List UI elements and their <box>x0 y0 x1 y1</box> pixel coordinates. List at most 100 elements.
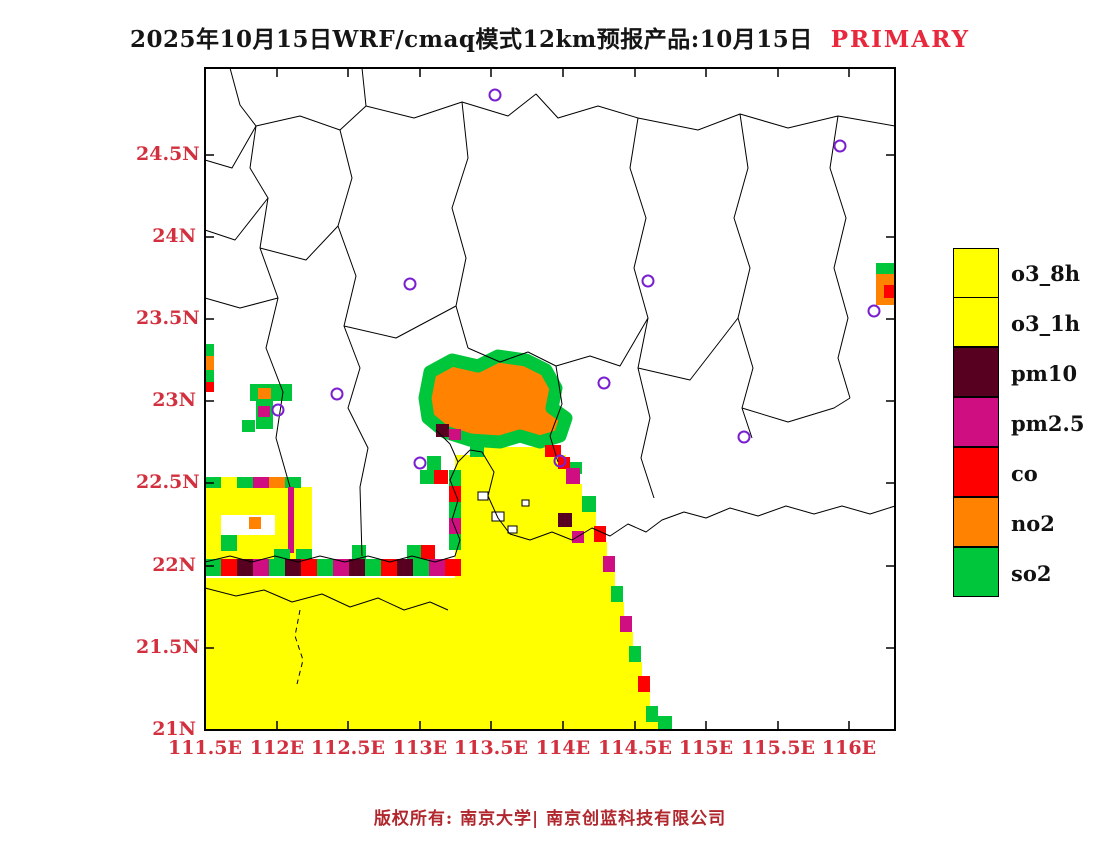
county-boundary <box>451 101 469 349</box>
island <box>521 499 530 507</box>
grid-cell <box>620 616 632 632</box>
grid-cell <box>221 477 237 488</box>
county-boundary <box>337 129 369 557</box>
legend-swatch <box>953 297 999 348</box>
station-marker <box>413 456 427 470</box>
legend-item: o3_8h <box>953 248 1084 298</box>
grid-cell <box>582 496 596 512</box>
legend-label: so2 <box>1011 560 1052 586</box>
county-boundary <box>259 225 339 261</box>
county-boundary <box>204 449 471 563</box>
grid-cell <box>449 486 461 502</box>
grid-cell <box>269 477 285 488</box>
grid-cell <box>205 356 214 370</box>
lon-tick-label: 113E <box>392 737 448 759</box>
grid-cell <box>205 382 214 392</box>
station-marker <box>488 88 502 102</box>
legend-swatch <box>953 347 999 398</box>
legend-label: o3_8h <box>1011 260 1080 286</box>
county-boundary <box>469 449 896 541</box>
station-marker <box>867 304 881 318</box>
lat-tick-label: 24.5N <box>136 143 200 165</box>
legend-item: co <box>953 447 1084 498</box>
legend-item: no2 <box>953 497 1084 548</box>
grid-cell <box>397 559 413 576</box>
legend-swatch <box>953 497 999 548</box>
grid-cell <box>205 344 214 356</box>
grid-cell <box>253 477 269 488</box>
grid-cell <box>237 559 253 576</box>
grid-cell <box>876 263 895 274</box>
legend-item: pm10 <box>953 347 1084 398</box>
county-boundary <box>741 397 851 423</box>
grid-cell <box>249 517 261 529</box>
grid-cell <box>421 545 435 559</box>
grid-cell <box>429 559 445 576</box>
grid-cell <box>658 716 672 730</box>
grid-cell <box>594 526 606 542</box>
station-marker <box>641 274 655 288</box>
county-boundary <box>204 125 257 169</box>
grid-cell <box>258 388 271 399</box>
lon-tick-label: 113.5E <box>454 737 528 759</box>
grid-cell <box>603 556 615 572</box>
grid-cell <box>242 420 255 432</box>
grid-cell <box>221 515 275 535</box>
legend-item: o3_1h <box>953 297 1084 348</box>
grid-cell <box>449 470 461 486</box>
county-boundary <box>343 305 457 339</box>
county-boundary <box>637 317 739 381</box>
island <box>507 525 518 534</box>
lat-tick-label: 21N <box>152 718 196 740</box>
grid-cell <box>884 285 895 298</box>
grid-cell <box>269 559 285 576</box>
lon-tick-label: 112.5E <box>311 737 385 759</box>
grid-cell <box>566 468 580 484</box>
grid-cell <box>381 559 397 576</box>
grid-cell <box>434 470 448 484</box>
station-marker <box>403 277 417 291</box>
grid-cell <box>638 676 650 692</box>
island <box>491 511 505 522</box>
lon-tick-label: 115E <box>678 737 734 759</box>
grid-cell <box>427 456 441 470</box>
title-primary-tag: PRIMARY <box>830 26 971 53</box>
legend-swatch <box>953 397 999 448</box>
grid-cell <box>629 646 641 662</box>
lon-tick-label: 115.5E <box>741 737 815 759</box>
grid-cell <box>301 559 317 576</box>
legend-label: no2 <box>1011 510 1055 536</box>
grid-cell <box>285 477 301 488</box>
grid-cell <box>317 559 333 576</box>
lon-tick-label: 111.5E <box>168 737 242 759</box>
grid-cell <box>420 470 434 484</box>
lat-tick-label: 21.5N <box>136 636 200 658</box>
legend-label: pm2.5 <box>1011 410 1085 436</box>
map-frame <box>204 67 896 731</box>
lon-tick-label: 112E <box>249 737 305 759</box>
grid-cell <box>285 559 301 576</box>
legend-label: o3_1h <box>1011 310 1080 336</box>
grid-cell <box>449 518 461 534</box>
copyright-footer: 版权所有: 南京大学| 南京创蓝科技有限公司 <box>373 809 727 829</box>
county-boundary <box>549 365 563 463</box>
legend-item: pm2.5 <box>953 397 1085 448</box>
station-marker <box>271 403 285 417</box>
legend-swatch <box>953 447 999 498</box>
county-boundary <box>204 587 449 611</box>
grid-cell <box>365 559 381 576</box>
station-marker <box>833 139 847 153</box>
title-main: 2025年10月15日WRF/cmaq模式12km预报产品:10月15日 <box>129 26 813 53</box>
grid-cell <box>611 586 623 602</box>
legend-swatch <box>953 547 999 598</box>
o3-sea-region <box>205 447 658 730</box>
grid-cell <box>449 429 461 440</box>
grid-cell <box>572 531 584 543</box>
county-boundary <box>829 115 851 399</box>
lon-tick-label: 114.5E <box>598 737 672 759</box>
grid-cell <box>258 406 270 417</box>
grid-cell <box>205 559 221 576</box>
station-marker <box>597 376 611 390</box>
grid-cell <box>558 513 572 527</box>
